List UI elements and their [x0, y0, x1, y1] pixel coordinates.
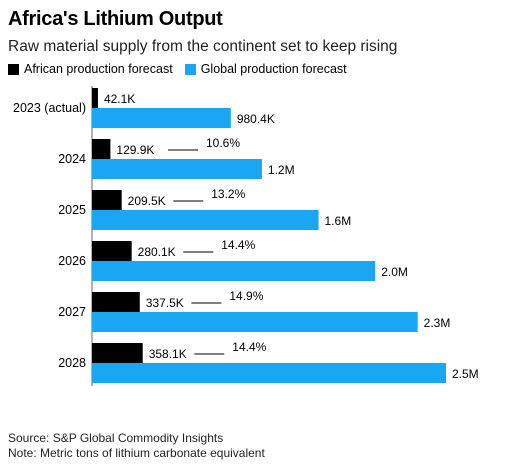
legend-label-african: African production forecast: [24, 62, 173, 76]
bar-global: [92, 108, 231, 128]
legend-swatch-global: [184, 63, 196, 75]
data-label-global: 980.4K: [237, 112, 275, 126]
legend-item-african: African production forecast: [8, 62, 173, 76]
share-label: 14.4%: [221, 238, 255, 252]
bar-global: [92, 210, 319, 230]
category-label: 2023 (actual): [13, 101, 86, 115]
bar-global: [92, 312, 418, 332]
share-label: 14.4%: [232, 340, 266, 354]
data-label-global: 2.3M: [424, 316, 451, 330]
footnote: Note: Metric tons of lithium carbonate e…: [8, 446, 265, 460]
bar-global: [92, 261, 376, 281]
share-label: 14.9%: [229, 289, 263, 303]
share-label: 10.6%: [206, 136, 240, 150]
chart-subtitle: Raw material supply from the continent s…: [8, 38, 398, 55]
category-label: 2026: [58, 254, 86, 268]
category-label: 2028: [58, 356, 86, 370]
bar-global: [92, 159, 262, 179]
data-label-global: 1.2M: [268, 163, 295, 177]
chart-title: Africa's Lithium Output: [8, 8, 223, 30]
legend-label-global: Global production forecast: [200, 62, 347, 76]
data-label-african: 209.5K: [128, 194, 166, 208]
data-label-african: 280.1K: [138, 245, 176, 259]
data-label-global: 2.0M: [381, 265, 408, 279]
data-label-african: 42.1K: [104, 92, 135, 106]
category-label: 2027: [58, 305, 86, 319]
legend-item-global: Global production forecast: [184, 62, 347, 76]
bar-global: [92, 363, 446, 383]
category-label: 2025: [58, 203, 86, 217]
bar-african: [92, 190, 122, 210]
legend-swatch-african: [8, 63, 19, 75]
bar-african: [92, 343, 143, 363]
data-label-global: 1.6M: [325, 214, 352, 228]
bar-african: [92, 292, 140, 312]
data-label-african: 358.1K: [149, 347, 187, 361]
data-label-african: 337.5K: [146, 296, 184, 310]
data-label-global: 2.5M: [452, 367, 479, 381]
legend: African production forecast Global produ…: [8, 62, 359, 76]
bar-african: [92, 139, 111, 159]
category-label: 2024: [58, 152, 86, 166]
data-label-african: 129.9K: [116, 143, 154, 157]
bar-african: [92, 88, 98, 108]
bar-african: [92, 241, 132, 261]
source-note: Source: S&P Global Commodity Insights: [8, 431, 224, 445]
share-label: 13.2%: [211, 187, 245, 201]
